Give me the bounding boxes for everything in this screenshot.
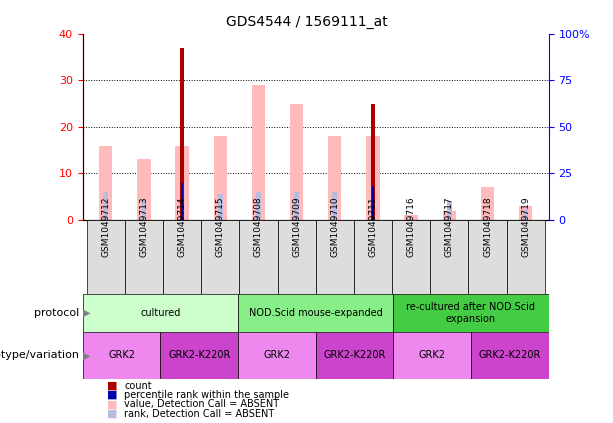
- Bar: [367, 136, 379, 220]
- Bar: [392, 220, 430, 294]
- Bar: [180, 48, 184, 220]
- Bar: [83, 294, 238, 332]
- Bar: [163, 220, 201, 294]
- Bar: [278, 220, 316, 294]
- Bar: [161, 332, 238, 379]
- Text: GSM1049716: GSM1049716: [406, 196, 416, 257]
- Bar: [238, 332, 316, 379]
- Bar: [290, 104, 303, 220]
- Bar: [256, 192, 261, 220]
- Text: GRK2-K220R: GRK2-K220R: [323, 350, 386, 360]
- Bar: [316, 332, 394, 379]
- Text: value, Detection Call = ABSENT: value, Detection Call = ABSENT: [124, 399, 280, 409]
- Bar: [506, 220, 545, 294]
- Bar: [471, 332, 549, 379]
- Text: count: count: [124, 381, 152, 391]
- Text: NOD.Scid mouse-expanded: NOD.Scid mouse-expanded: [249, 308, 383, 318]
- Text: rank, Detection Call = ABSENT: rank, Detection Call = ABSENT: [124, 409, 275, 419]
- Bar: [430, 220, 468, 294]
- Text: GRK2: GRK2: [108, 350, 135, 360]
- Bar: [175, 146, 189, 220]
- Text: GSM1049718: GSM1049718: [483, 196, 492, 257]
- Text: GRK2: GRK2: [419, 350, 446, 360]
- Bar: [104, 192, 108, 220]
- Bar: [371, 187, 375, 220]
- Bar: [481, 187, 494, 220]
- Text: re-cultured after NOD.Scid
expansion: re-cultured after NOD.Scid expansion: [406, 302, 536, 324]
- Text: GSM1049711: GSM1049711: [368, 196, 378, 257]
- Text: GSM1049710: GSM1049710: [330, 196, 339, 257]
- Bar: [328, 136, 341, 220]
- Bar: [394, 332, 471, 379]
- Bar: [218, 194, 223, 220]
- Bar: [294, 192, 299, 220]
- Bar: [238, 294, 394, 332]
- Text: GSM1049713: GSM1049713: [139, 196, 148, 257]
- Bar: [519, 206, 533, 220]
- Bar: [125, 220, 163, 294]
- Bar: [213, 136, 227, 220]
- Text: GDS4544 / 1569111_at: GDS4544 / 1569111_at: [226, 15, 387, 29]
- Text: GSM1049712: GSM1049712: [101, 196, 110, 257]
- Bar: [524, 209, 528, 220]
- Text: ■: ■: [107, 399, 118, 409]
- Bar: [201, 220, 239, 294]
- Text: ■: ■: [107, 381, 118, 391]
- Text: cultured: cultured: [140, 308, 181, 318]
- Text: protocol: protocol: [34, 308, 80, 318]
- Text: genotype/variation: genotype/variation: [0, 350, 80, 360]
- Bar: [443, 211, 456, 220]
- Text: GSM1049719: GSM1049719: [521, 196, 530, 257]
- Text: GSM1049717: GSM1049717: [445, 196, 454, 257]
- Bar: [447, 201, 452, 220]
- Bar: [394, 294, 549, 332]
- Bar: [181, 183, 183, 220]
- Text: GRK2-K220R: GRK2-K220R: [479, 350, 541, 360]
- Text: GRK2: GRK2: [264, 350, 291, 360]
- Bar: [332, 192, 337, 220]
- Text: GSM1049714: GSM1049714: [178, 196, 186, 257]
- Bar: [354, 220, 392, 294]
- Text: ■: ■: [107, 390, 118, 400]
- Bar: [137, 159, 151, 220]
- Bar: [180, 192, 185, 220]
- Bar: [142, 200, 146, 220]
- Bar: [468, 220, 506, 294]
- Text: GRK2-K220R: GRK2-K220R: [168, 350, 230, 360]
- Text: ■: ■: [107, 409, 118, 419]
- Bar: [252, 85, 265, 220]
- Text: GSM1049715: GSM1049715: [216, 196, 225, 257]
- Bar: [371, 104, 375, 220]
- Text: percentile rank within the sample: percentile rank within the sample: [124, 390, 289, 400]
- Bar: [405, 215, 418, 220]
- Bar: [316, 220, 354, 294]
- Bar: [86, 220, 125, 294]
- Text: ▶: ▶: [83, 350, 91, 360]
- Text: ▶: ▶: [83, 308, 91, 318]
- Text: GSM1049708: GSM1049708: [254, 196, 263, 257]
- Bar: [83, 332, 161, 379]
- Bar: [239, 220, 278, 294]
- Bar: [99, 146, 112, 220]
- Text: GSM1049709: GSM1049709: [292, 196, 301, 257]
